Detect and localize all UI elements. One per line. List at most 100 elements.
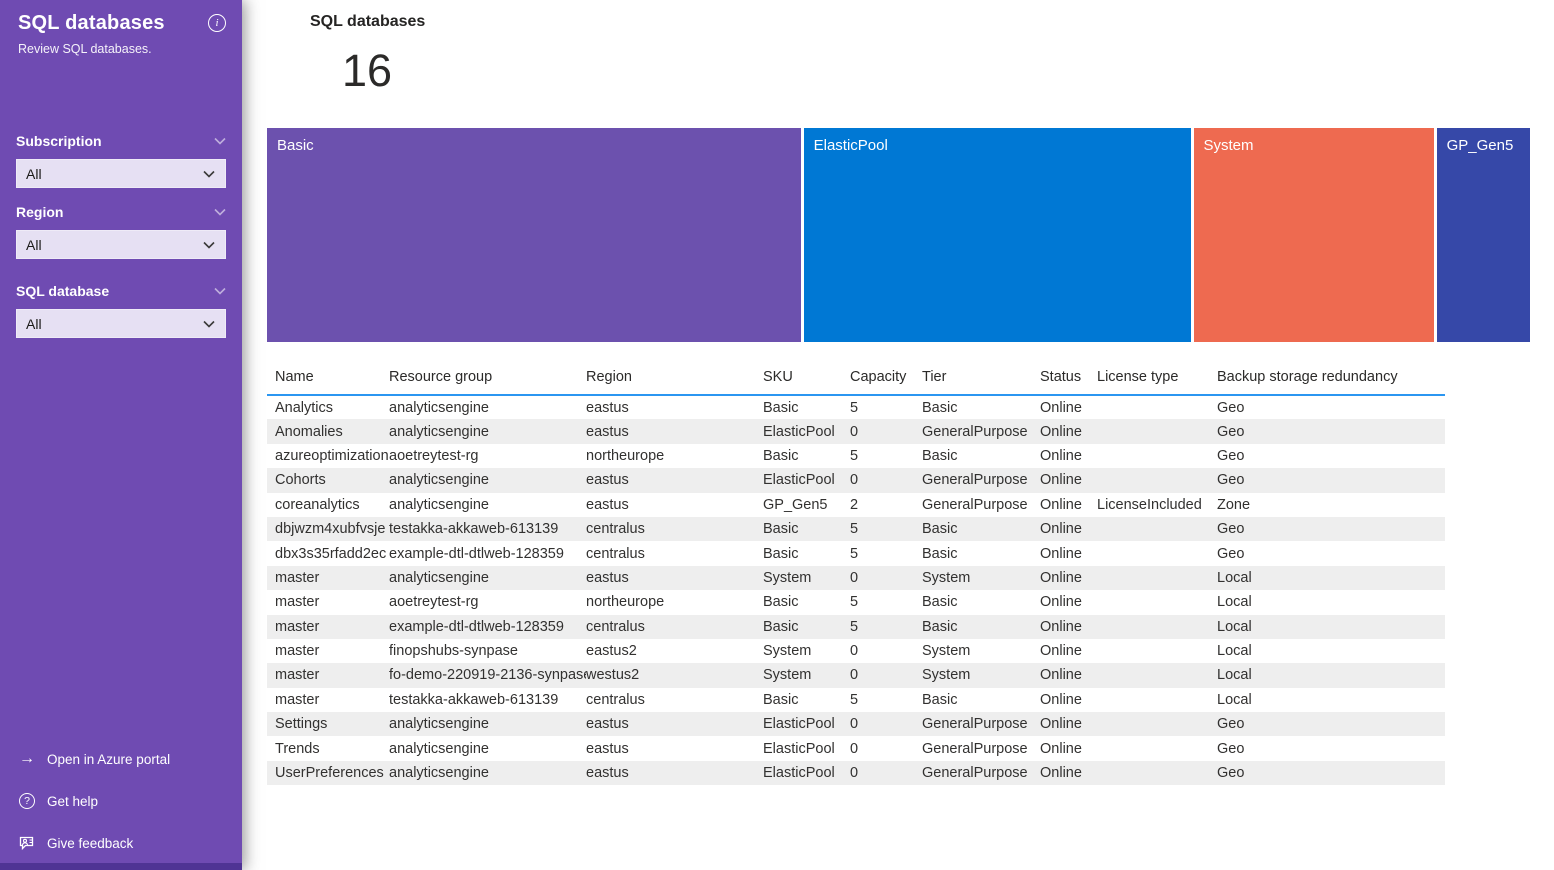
table-cell: eastus: [586, 423, 629, 440]
table-cell: System: [922, 569, 971, 586]
column-header-backup-storage-redundancy[interactable]: Backup storage redundancy: [1217, 360, 1445, 396]
table-cell: Local: [1217, 569, 1252, 586]
table-cell: Online: [1040, 667, 1082, 684]
table-cell: ElasticPool: [763, 740, 835, 757]
sku-treemap: Basic ElasticPool System GP_Gen5: [267, 128, 1530, 342]
table-row[interactable]: Anomalies analyticsengine eastus ElasticPoo…: [267, 419, 1445, 444]
filter-label-row: Subscription: [16, 131, 226, 151]
filter-label: Region: [16, 204, 64, 220]
table-cell: Geo: [1217, 765, 1245, 782]
table-cell: UserPreferences: [275, 765, 384, 782]
table-cell: Basic: [922, 594, 958, 611]
table-row[interactable]: Cohorts analyticsengine eastus ElasticPool 0…: [267, 468, 1445, 493]
table-row[interactable]: dbx3s35rfadd2ec example-dtl-dtlweb-128359…: [267, 541, 1445, 565]
chevron-down-icon: [214, 287, 226, 295]
link-open-in-azure-portal[interactable]: → Open in Azure portal: [18, 750, 234, 768]
sql-database-dropdown[interactable]: All: [16, 309, 226, 338]
table-cell: [1097, 615, 1217, 639]
table-cell: Geo: [1217, 545, 1245, 562]
table-cell: Online: [1040, 716, 1082, 733]
treemap-segment-system[interactable]: System: [1193, 128, 1434, 342]
table-cell: Basic: [922, 447, 958, 464]
table-cell: Geo: [1217, 472, 1245, 489]
table-row[interactable]: master testakka-akkaweb-613139 centralus Ba…: [267, 688, 1445, 712]
table-cell: Basic: [763, 399, 799, 416]
column-header-status[interactable]: Status: [1040, 360, 1097, 396]
sidebar-header: SQL databases i: [0, 0, 242, 35]
link-label: Get help: [47, 793, 99, 809]
table-cell: northeurope: [586, 447, 665, 464]
table-cell: Settings: [275, 716, 328, 733]
table-cell: Basic: [922, 521, 958, 538]
table-cell: 0: [850, 423, 859, 440]
table-row[interactable]: master analyticsengine eastus System 0 System…: [267, 565, 1445, 591]
column-header-resource-group[interactable]: Resource group: [389, 360, 586, 396]
table-cell: master: [275, 643, 320, 660]
table-cell: eastus: [586, 740, 629, 757]
dropdown-value: All: [26, 236, 42, 253]
region-dropdown[interactable]: All: [16, 230, 226, 259]
table-cell: eastus: [586, 716, 629, 733]
table-cell: ElasticPool: [763, 765, 835, 782]
table-cell: ElasticPool: [763, 716, 835, 733]
table-cell: System: [763, 643, 812, 660]
table-cell: GeneralPurpose: [922, 765, 1028, 782]
link-label: Open in Azure portal: [47, 751, 171, 767]
column-header-sku[interactable]: SKU: [763, 360, 850, 396]
table-cell: Basic: [763, 447, 799, 464]
link-label: Give feedback: [47, 835, 134, 851]
table-cell: Online: [1040, 521, 1082, 538]
table-cell: centralus: [586, 691, 645, 708]
table-row[interactable]: dbjwzm4xubfvsje testakka-akkaweb-613139 ce…: [267, 516, 1445, 542]
table-row[interactable]: master aoetreytest-rg northeurope Basic 5 Bas…: [267, 590, 1445, 614]
table-row[interactable]: coreanalytics analyticsengine eastus GP_Gen…: [267, 493, 1445, 517]
treemap-segment-gp-gen5[interactable]: GP_Gen5: [1436, 128, 1530, 342]
table-row[interactable]: azureoptimization aoetreytest-rg northeuro…: [267, 444, 1445, 468]
table-cell: Basic: [922, 691, 958, 708]
table-cell: Online: [1040, 423, 1082, 440]
column-header-capacity[interactable]: Capacity: [850, 360, 922, 396]
info-icon[interactable]: i: [208, 14, 226, 32]
table-cell: eastus: [586, 399, 629, 416]
column-header-name[interactable]: Name: [267, 360, 389, 396]
table-cell: [1097, 444, 1217, 468]
table-cell: westus2: [586, 667, 640, 684]
treemap-segment-elasticpool[interactable]: ElasticPool: [803, 128, 1191, 342]
filter-region: Region All: [16, 202, 226, 259]
table-row[interactable]: Trends analyticsengine eastus ElasticPool 0 G…: [267, 736, 1445, 760]
table-cell: testakka-akkaweb-613139: [389, 521, 559, 538]
column-header-tier[interactable]: Tier: [922, 360, 1040, 396]
filter-subscription: Subscription All: [16, 131, 226, 188]
table-cell: [1097, 736, 1217, 760]
table-cell: master: [275, 618, 320, 635]
treemap-segment-basic[interactable]: Basic: [267, 128, 801, 342]
table-cell: ElasticPool: [763, 423, 835, 440]
table-cell: [1097, 566, 1217, 590]
table-cell: eastus: [586, 569, 629, 586]
link-give-feedback[interactable]: Give feedback: [18, 834, 234, 852]
sidebar-links: → Open in Azure portal ? Get help Give f…: [18, 750, 234, 852]
table-row[interactable]: master finopshubs-synpase eastus2 System 0 Sy…: [267, 639, 1445, 663]
chevron-down-icon: [203, 241, 215, 249]
table-cell: 5: [850, 399, 859, 416]
table-cell: eastus: [586, 765, 629, 782]
table-cell: analyticsengine: [389, 423, 489, 440]
column-header-region[interactable]: Region: [586, 360, 763, 396]
table-cell: [1097, 761, 1217, 785]
table-row[interactable]: master fo-demo-220919-2136-synpase westus2…: [267, 663, 1445, 688]
link-get-help[interactable]: ? Get help: [18, 792, 234, 810]
table-cell: 5: [850, 594, 859, 611]
table-cell: Geo: [1217, 716, 1245, 733]
table-cell: centralus: [586, 618, 645, 635]
table-cell: Basic: [922, 618, 958, 635]
column-header-license-type[interactable]: License type: [1097, 360, 1217, 396]
table-cell: [1097, 663, 1217, 687]
table-row[interactable]: UserPreferences analyticsengine eastus Elas…: [267, 760, 1445, 786]
table-row[interactable]: Settings analyticsengine eastus ElasticPool…: [267, 712, 1445, 737]
filter-label: SQL database: [16, 283, 110, 299]
subscription-dropdown[interactable]: All: [16, 159, 226, 188]
table-row[interactable]: Analytics analyticsengine eastus Basic 5 Basi…: [267, 395, 1445, 419]
table-cell: Online: [1040, 691, 1082, 708]
table-row[interactable]: master example-dtl-dtlweb-128359 centralus…: [267, 614, 1445, 639]
table-cell: master: [275, 569, 320, 586]
